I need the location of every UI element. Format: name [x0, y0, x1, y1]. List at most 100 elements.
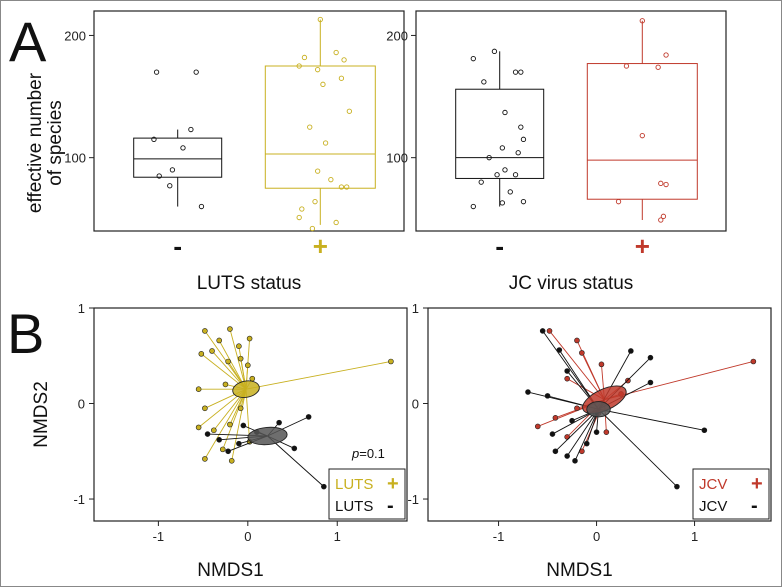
spoke-line — [245, 361, 391, 390]
iqr-box — [586, 63, 698, 200]
data-point — [225, 448, 231, 455]
spoke-line — [204, 330, 247, 390]
spoke-line — [549, 330, 605, 400]
data-point — [603, 429, 610, 435]
x-axis-title: JC virus status — [509, 273, 634, 294]
data-point — [321, 483, 327, 490]
data-point — [237, 355, 244, 362]
data-point — [312, 199, 318, 205]
data-point — [227, 326, 233, 332]
data-point — [315, 168, 321, 174]
data-point — [518, 69, 524, 75]
legend-label: LUTS — [335, 476, 373, 493]
data-point — [309, 225, 316, 232]
panel-a-letter: A — [9, 10, 47, 73]
data-point — [307, 124, 313, 130]
data-point — [470, 56, 476, 62]
data-point — [222, 381, 229, 388]
data-point — [237, 405, 244, 412]
data-point — [615, 199, 622, 205]
data-point — [202, 328, 208, 334]
data-point — [628, 348, 634, 354]
data-point — [216, 337, 222, 344]
legend-symbol: + — [751, 473, 763, 495]
x-tick-label: 1 — [691, 529, 698, 544]
y-tick-label: -1 — [73, 492, 85, 507]
data-point — [167, 183, 173, 189]
data-point — [315, 67, 321, 73]
data-point — [494, 172, 500, 178]
data-point — [470, 203, 476, 210]
data-point — [188, 126, 194, 133]
data-point — [216, 437, 222, 443]
y-tick-label: 1 — [78, 301, 85, 316]
data-point — [552, 415, 559, 421]
group-ellipse — [247, 426, 288, 446]
data-point — [481, 79, 487, 85]
data-point — [539, 328, 546, 334]
data-point — [209, 348, 215, 354]
legend: JCV + JCV - — [692, 468, 770, 520]
data-point — [291, 445, 298, 452]
group-ellipse — [232, 380, 260, 398]
data-point — [227, 421, 233, 428]
x-axis-title: NMDS1 — [197, 560, 264, 581]
data-point — [346, 108, 352, 114]
y-tick-label: -1 — [407, 492, 419, 507]
y-tick-label: 0 — [78, 397, 85, 412]
iqr-box — [455, 88, 545, 179]
data-point — [512, 69, 519, 75]
data-point — [317, 16, 323, 23]
legend-label: JCV — [699, 476, 727, 493]
data-point — [322, 140, 329, 146]
data-point — [204, 431, 211, 437]
spoke-line — [566, 408, 599, 457]
x-tick-label: 0 — [593, 529, 600, 544]
data-point — [502, 109, 508, 116]
group-symbol: - — [173, 231, 182, 261]
data-point — [647, 379, 654, 386]
y-tick-label: 0 — [412, 397, 419, 412]
data-point — [296, 63, 302, 69]
legend-box — [692, 468, 770, 520]
box-group-positive: + — [586, 18, 698, 261]
data-point — [198, 351, 205, 357]
data-point — [572, 458, 578, 464]
spoke-line — [245, 389, 251, 442]
data-point — [328, 177, 334, 183]
nmds-panel-B1: -1 0 1 -1 0 1 p=0.1 LUTS + LUTS - NMDS1 NMDS2 — [31, 301, 408, 581]
data-point — [564, 375, 570, 382]
y-tick-label: 200 — [64, 28, 86, 43]
spider-group-positive — [195, 326, 394, 464]
panel-b-letter: B — [7, 302, 44, 365]
data-point — [245, 362, 251, 369]
data-point — [499, 145, 505, 151]
iqr-box — [133, 137, 223, 178]
data-point — [549, 431, 556, 437]
y-tick-label: 100 — [64, 151, 86, 166]
spider-group-positive — [534, 328, 757, 455]
group-symbol: + — [313, 231, 328, 261]
data-point — [660, 213, 667, 219]
data-point — [574, 337, 580, 344]
legend: LUTS + LUTS - — [328, 468, 406, 520]
data-point — [598, 361, 605, 368]
legend-label: LUTS — [335, 498, 373, 515]
plot-frame — [427, 307, 772, 522]
data-point — [674, 483, 680, 490]
data-point — [515, 150, 521, 156]
legend-symbol: - — [387, 495, 394, 517]
spoke-line — [218, 340, 247, 390]
data-point — [219, 446, 226, 453]
data-point — [544, 393, 551, 399]
data-point — [169, 167, 176, 173]
data-point — [301, 54, 308, 61]
data-point — [546, 328, 553, 334]
p-value-text: =0.1 — [359, 446, 385, 461]
data-point — [338, 184, 345, 190]
y-axis-title-line2: of species — [45, 100, 66, 186]
group-ellipse — [586, 401, 611, 418]
data-point — [320, 81, 326, 87]
